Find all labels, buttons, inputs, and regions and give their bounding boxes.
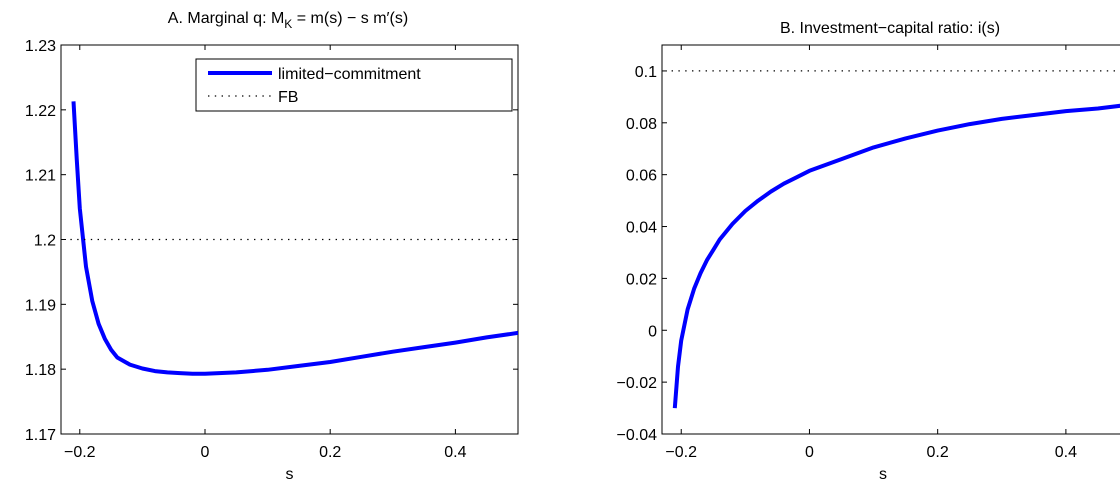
- chart-title: A. Marginal q: MK = m(s) − s m′(s): [168, 10, 408, 31]
- x-axis-label: s: [286, 466, 294, 483]
- y-tick-label: 1.18: [25, 362, 56, 379]
- y-tick-label: 0.04: [626, 220, 657, 237]
- legend-box: [195, 58, 513, 112]
- y-tick-label: 0.06: [626, 168, 657, 185]
- x-tick-label: 0.2: [319, 444, 341, 461]
- axes-box: [661, 44, 1120, 435]
- y-tick-label: 0.1: [635, 64, 657, 81]
- x-tick-label: 0.2: [927, 444, 949, 461]
- legend-label: limited−commitment: [278, 66, 421, 83]
- panel-a: −0.2 0 0.2 0.4 1.17 1.18 1.19 1.2 1.21 1.22 1.23 s A…: [25, 10, 519, 483]
- y-tick-label: 0.02: [626, 271, 657, 288]
- legend-label: FB: [278, 89, 298, 106]
- y-tick-label: 0: [648, 323, 657, 340]
- y-tick-label: −0.04: [617, 427, 658, 444]
- y-tick-label: 1.19: [25, 297, 56, 314]
- series-limited-commitment-line: [71, 101, 518, 376]
- y-tick-label: −0.02: [617, 375, 658, 392]
- x-tick-label: 0.4: [444, 444, 466, 461]
- plot-area: [671, 70, 1120, 409]
- x-tick-label: 0: [201, 444, 210, 461]
- y-tick-label: 1.2: [34, 233, 56, 250]
- y-tick-label: 0.08: [626, 116, 657, 133]
- series-limited-commitment-line: [672, 103, 1120, 409]
- y-tick-label: 1.17: [25, 427, 56, 444]
- x-tick-label: −0.2: [665, 444, 697, 461]
- panel-b: −0.2 0 0.2 0.4 −0.04 −0.02 0 0.02 0.04 0.06 0.08 0.…: [617, 20, 1120, 483]
- plot-area: [70, 101, 518, 376]
- x-tick-label: 0: [805, 444, 814, 461]
- y-tick-label: 1.23: [25, 38, 56, 55]
- x-tick-label: −0.2: [64, 444, 96, 461]
- y-tick-label: 1.21: [25, 168, 56, 185]
- chart-title: B. Investment−capital ratio: i(s): [780, 20, 1000, 37]
- x-tick-label: 0.4: [1055, 444, 1077, 461]
- x-axis-label: s: [879, 466, 887, 483]
- legend: limited−commitment FB: [195, 58, 513, 112]
- y-tick-label: 1.22: [25, 103, 56, 120]
